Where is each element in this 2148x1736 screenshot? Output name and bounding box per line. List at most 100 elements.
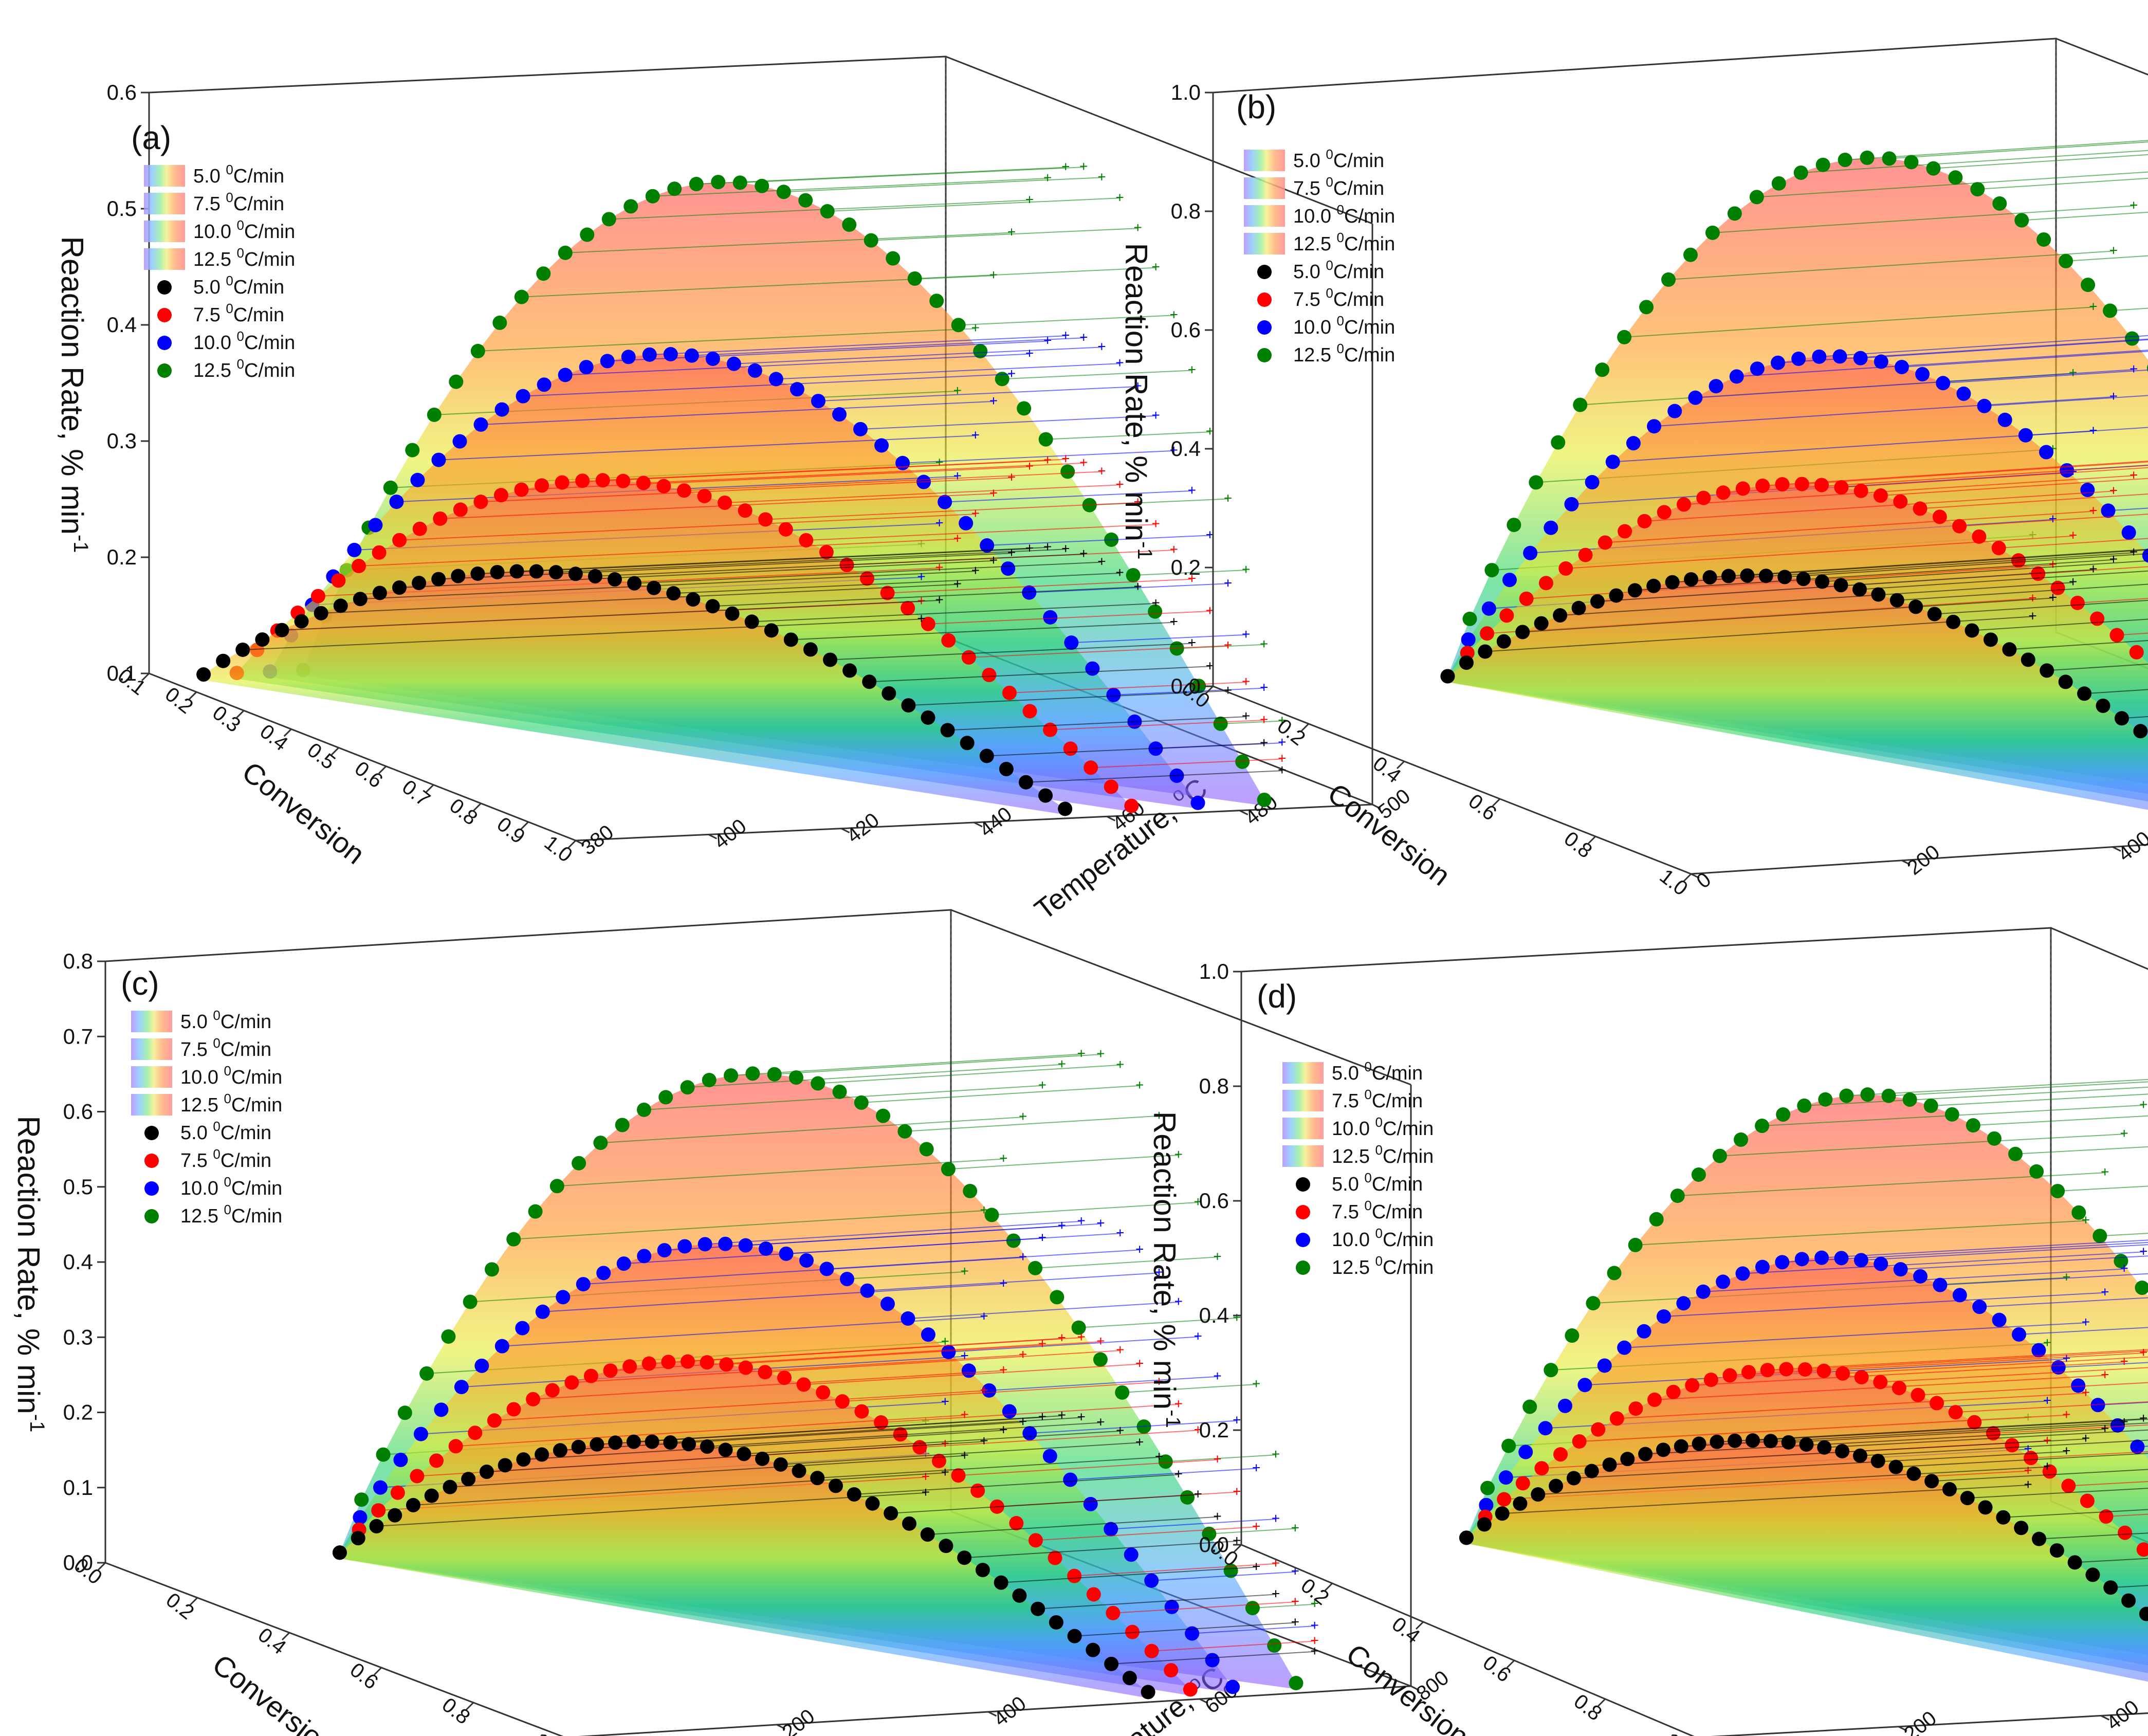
data-point — [1093, 1352, 1108, 1367]
trace-marker: + — [2120, 1125, 2128, 1141]
legend-rate: 7.5 — [1332, 1201, 1364, 1223]
data-point — [1043, 722, 1058, 737]
trace-line — [1025, 770, 1282, 783]
data-point — [388, 1508, 402, 1523]
data-point — [310, 589, 325, 604]
data-point — [572, 1156, 586, 1171]
x-tick-label: 0.6 — [1479, 1651, 1515, 1687]
data-point — [1771, 176, 1786, 191]
data-point — [1760, 1363, 1775, 1378]
data-point — [995, 372, 1009, 387]
data-point — [1125, 1624, 1140, 1639]
y-tick-label: 0 — [1697, 1732, 1720, 1736]
trace-line — [927, 1516, 1218, 1536]
trace-line — [1663, 1292, 2105, 1317]
data-point — [767, 1067, 782, 1082]
trace-line — [1822, 560, 2148, 582]
trace-marker: + — [941, 1435, 949, 1451]
trace-marker: + — [941, 1464, 949, 1480]
z-axis-title: Reaction Rate, % min-1 — [1119, 243, 1156, 560]
legend-rate: 12.5 — [1332, 1146, 1375, 1167]
trace-line — [478, 548, 1030, 574]
data-point — [2049, 1543, 2064, 1558]
trace-line — [1920, 494, 2148, 509]
data-point — [1586, 1296, 1601, 1311]
data-point — [2121, 525, 2136, 540]
data-point — [666, 586, 681, 601]
data-point — [1124, 1547, 1139, 1562]
trace-marker: + — [971, 320, 980, 336]
legend-rate: 10.0 — [193, 332, 237, 354]
chart-panel-2: 0.00.20.40.60.81.00.00.20.40.60.81.0 0200… — [1119, 38, 2148, 900]
trace-line — [731, 1053, 1081, 1076]
data-point — [492, 315, 507, 330]
data-point — [920, 1527, 935, 1542]
data-point — [2031, 1343, 2046, 1358]
data-point — [390, 1485, 405, 1500]
z-tick-label: 0.2 — [1199, 1418, 1229, 1442]
data-point — [1952, 519, 1967, 534]
data-point — [919, 1142, 934, 1157]
trace-line — [513, 1210, 984, 1240]
data-point — [351, 1531, 365, 1546]
data-point — [2040, 663, 2054, 678]
legend-unit: C/min — [1344, 206, 1395, 227]
data-point — [1758, 569, 1773, 583]
trace-line — [523, 1430, 1004, 1460]
z-tick-label: 1.0 — [1199, 959, 1229, 983]
legend-sup: 0 — [226, 301, 233, 316]
legend-surface-swatch — [1244, 233, 1285, 254]
data-point — [921, 616, 935, 631]
panel-label: (a) — [131, 119, 171, 156]
data-point — [608, 1435, 623, 1450]
z-tick-label: 0.3 — [63, 1325, 93, 1349]
trace-marker: + — [2062, 1269, 2070, 1285]
trace-line — [1579, 1414, 2067, 1442]
data-point — [1696, 490, 1711, 505]
data-point — [636, 476, 651, 490]
data-point — [333, 1545, 347, 1560]
y-tick — [1199, 1698, 1208, 1704]
trace-line — [1074, 1563, 1276, 1577]
legend-point-marker — [144, 1126, 159, 1140]
trace-marker: + — [2043, 1335, 2051, 1350]
trace-marker: + — [1019, 1346, 1027, 1362]
data-point — [412, 576, 427, 591]
trace-line — [1719, 1134, 2124, 1157]
data-point — [661, 1355, 676, 1369]
trace-marker: + — [1097, 338, 1106, 354]
data-point — [1515, 625, 1530, 639]
legend-rate: 12.5 — [180, 1205, 224, 1227]
data-point — [747, 363, 762, 378]
legend-unit: C/min — [1344, 317, 1395, 338]
data-point — [1628, 1237, 1643, 1252]
trace-marker: + — [1278, 734, 1286, 750]
data-point — [1012, 1588, 1027, 1603]
trace-line — [572, 1355, 1023, 1383]
trace-marker: + — [1019, 1108, 1027, 1124]
trace-marker: + — [1278, 750, 1286, 766]
trace-line — [481, 477, 1012, 503]
trace-marker: + — [1061, 540, 1070, 556]
legend-sup: 0 — [1364, 1198, 1371, 1213]
trace-marker: + — [2069, 527, 2077, 543]
data-point — [463, 1294, 478, 1309]
trace-marker: + — [1058, 1407, 1066, 1423]
x-tick — [378, 765, 387, 774]
data-point — [636, 1102, 651, 1117]
trace-line — [817, 1456, 1160, 1479]
data-point — [1538, 576, 1553, 591]
data-point — [622, 1359, 637, 1374]
legend-point-label: 7.5 0C/min — [1332, 1198, 1423, 1223]
legend-surface-swatch — [1282, 1090, 1324, 1111]
trace-marker: + — [1155, 1107, 1163, 1123]
trace-line — [2066, 255, 2148, 262]
trace-line — [786, 1233, 1121, 1254]
data-point — [961, 1363, 976, 1378]
legend-surface-swatch — [1244, 150, 1285, 171]
data-point — [1267, 1638, 1282, 1653]
z-axis-title-text: Reaction Rate, % min — [1147, 1111, 1182, 1410]
legend-rate: 5.0 — [1332, 1063, 1364, 1084]
